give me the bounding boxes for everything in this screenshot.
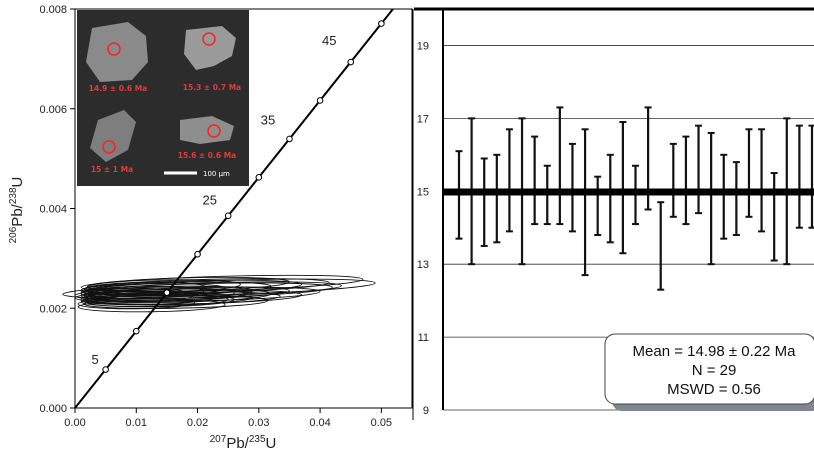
concordia-marker-5	[224, 212, 232, 220]
spot-4-marker	[207, 124, 221, 138]
concordia-marker-9	[347, 58, 355, 66]
y-tick-label-4: 0.008	[39, 4, 67, 16]
error-ellipse-26	[86, 276, 290, 292]
concordia-marker-4	[194, 250, 201, 258]
wm-y-tick-label-13: 13	[417, 259, 429, 271]
concordia-marker-1	[102, 366, 109, 373]
grain-2-age: 15.3 ± 0.7 Ma	[183, 83, 241, 92]
spot-1-marker	[107, 42, 121, 56]
stats-mean: Mean = 14.98 ± 0.22 Ma	[633, 343, 797, 360]
grain-1-age: 14.9 ± 0.6 Ma	[89, 84, 147, 93]
wm-y-tick-label-17: 17	[417, 113, 429, 125]
wm-y-tick-label-15: 15	[417, 186, 429, 198]
y-tick-label-2: 0.004	[39, 204, 67, 216]
age-error-bars	[455, 106, 814, 291]
x-axis-ticks: 0.00 0.01 0.02 0.03 0.04 0.05	[64, 408, 392, 429]
x-tick-label-4: 0.04	[309, 417, 330, 429]
concordia-marker-8	[316, 97, 324, 104]
grain-4-age: 15.6 ± 0.6 Ma	[178, 151, 236, 160]
stats-box: Mean = 14.98 ± 0.22 Ma N = 29 MSWD = 0.5…	[604, 333, 814, 411]
spot-2-marker	[202, 32, 216, 46]
error-ellipse-28	[83, 278, 330, 294]
concordia-age-label-45: 45	[322, 33, 336, 48]
zircon-grain-2	[184, 26, 236, 70]
x-axis-label: 207Pb/235U	[210, 434, 277, 452]
concordia-age-label-25: 25	[203, 193, 217, 208]
concordia-age-markers: 5 25 35 45	[92, 20, 385, 373]
stats-box-body	[604, 333, 814, 405]
concordia-age-label-35: 35	[261, 113, 275, 128]
concordia-marker-6	[255, 174, 263, 181]
wm-y-tick-label-11: 11	[418, 332, 429, 344]
y-axis-ticks: 0.000 0.002 0.004 0.006 0.008	[39, 4, 75, 415]
concordia-marker-3	[163, 289, 171, 296]
stats-n: N = 29	[692, 362, 737, 379]
wm-y-tick-label-9: 9	[423, 405, 429, 417]
scale-bar-label: 100 µm	[203, 170, 230, 178]
weighted-mean-panel: 9 11 13 15 17 19 Mean = 14.98 ± 0.22 Ma N = 2…	[412, 7, 814, 420]
y-tick-label-0: 0.000	[39, 403, 67, 415]
zircon-grain-4	[180, 116, 234, 144]
y-axis-label: 206Pb/238U	[8, 177, 26, 244]
stats-mswd: MSWD = 0.56	[667, 381, 761, 398]
zircon-grain-3	[90, 110, 136, 162]
x-tick-label-5: 0.05	[371, 417, 392, 429]
x-tick-label-2: 0.02	[187, 417, 208, 429]
concordia-marker-7	[286, 135, 293, 143]
y-tick-label-3: 0.006	[39, 104, 67, 116]
y-tick-label-1: 0.002	[39, 303, 67, 315]
zircon-cl-inset: 14.9 ± 0.6 Ma 15.3 ± 0.7 Ma 15 ± 1 Ma 15…	[77, 10, 249, 186]
grain-3-age: 15 ± 1 Ma	[91, 165, 133, 174]
zircon-grain-1	[86, 22, 148, 82]
concordia-marker-2	[132, 327, 140, 335]
x-tick-label-0: 0.00	[64, 417, 85, 429]
concordia-curve	[74, 8, 394, 409]
error-ellipse-29	[85, 288, 246, 302]
spot-3-marker	[102, 140, 116, 154]
wm-y-tick-label-19: 19	[417, 40, 429, 52]
error-ellipses	[62, 274, 376, 313]
x-tick-label-1: 0.01	[126, 417, 147, 429]
error-ellipse-24	[80, 278, 376, 296]
concordia-age-label-5: 5	[92, 352, 99, 367]
weighted-mean-y-ticks: 9 11 13 15 17 19	[417, 40, 429, 417]
error-ellipse-25	[80, 294, 229, 307]
concordia-marker-10	[378, 20, 385, 27]
x-tick-label-3: 0.03	[248, 417, 269, 429]
